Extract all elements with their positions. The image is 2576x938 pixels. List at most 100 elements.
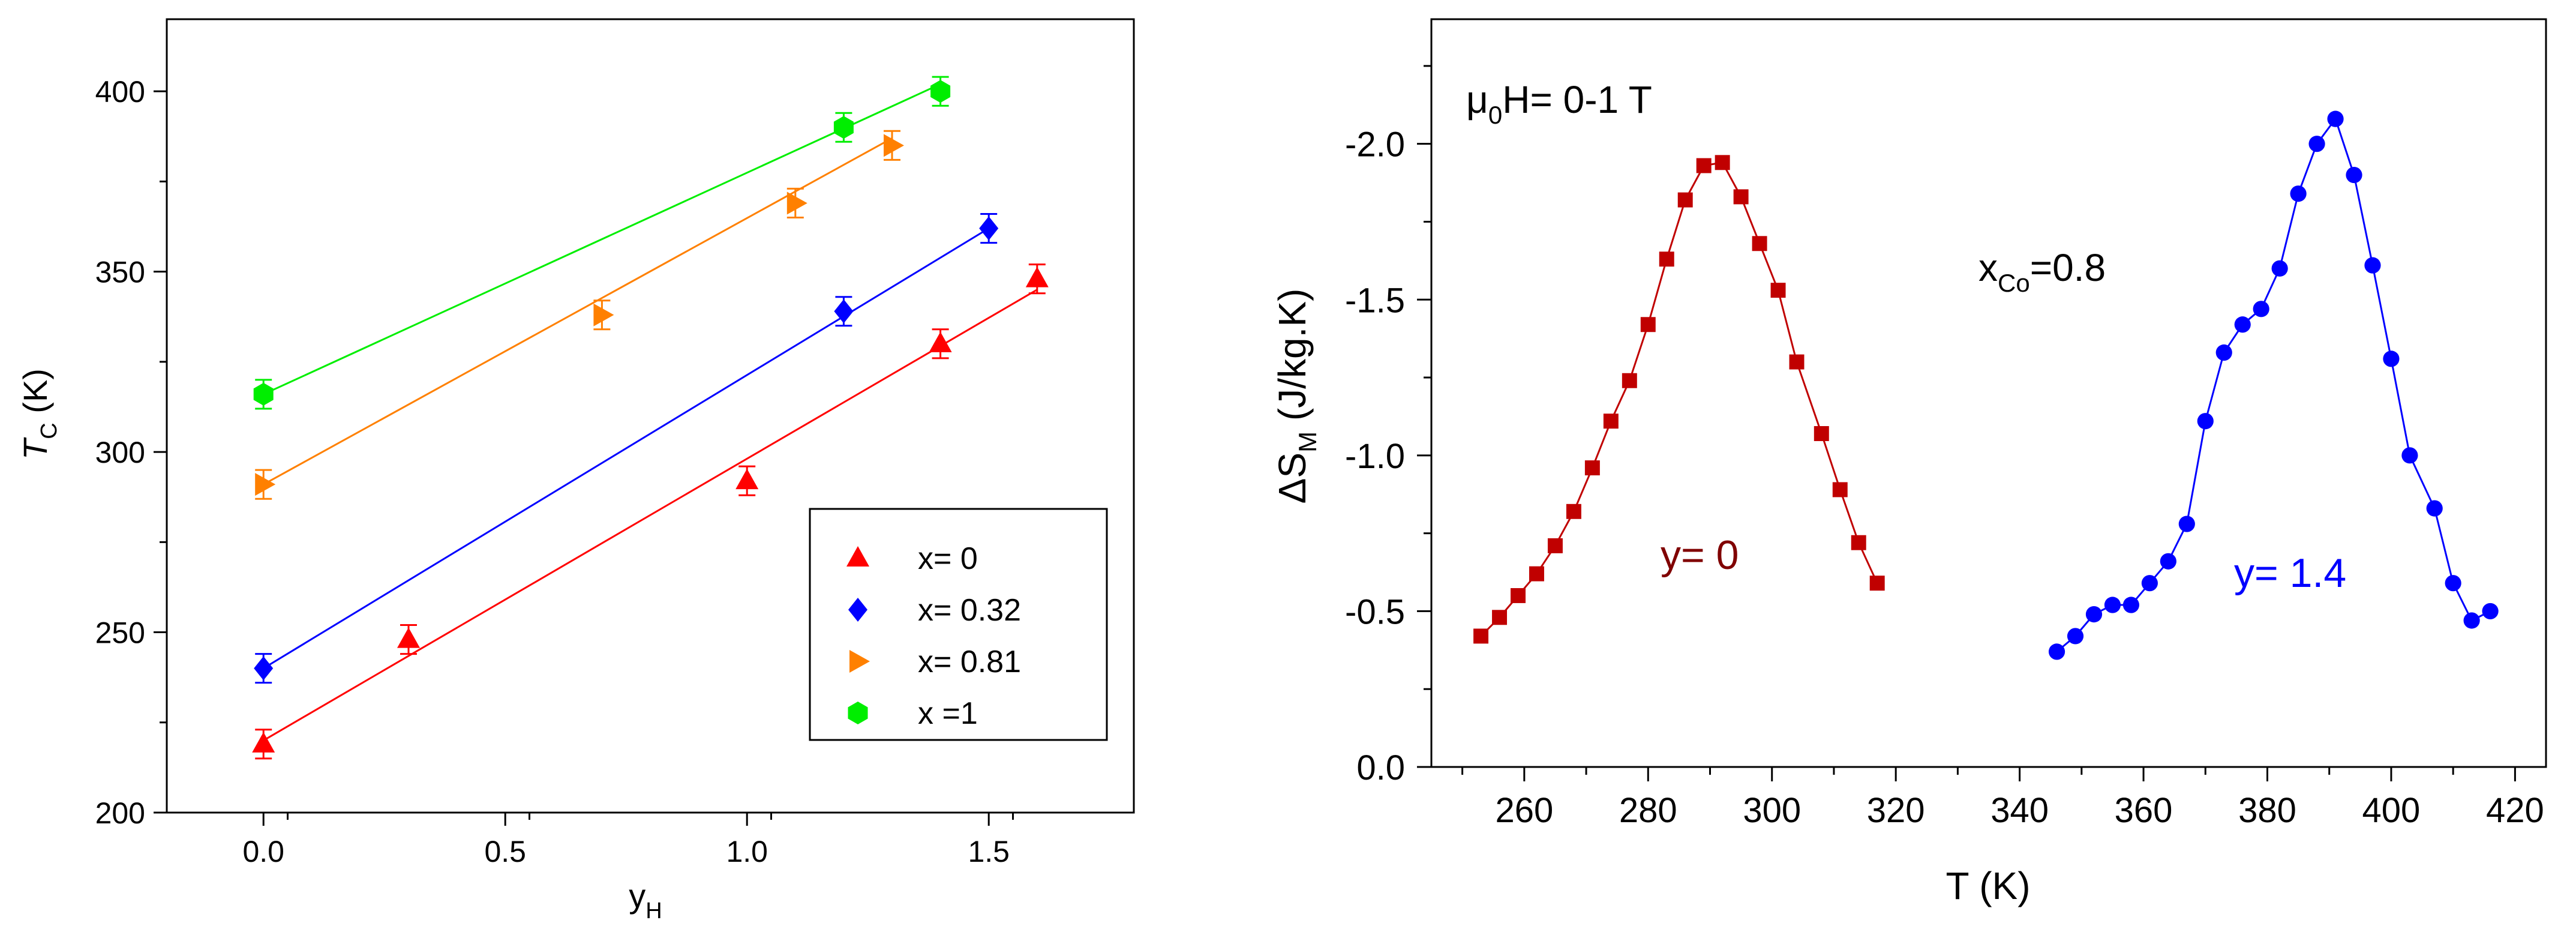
legend-marker-series-0 (846, 546, 869, 567)
data-point-series-1 (2253, 301, 2269, 317)
field-annotation-main: μ (1466, 78, 1488, 121)
data-point-series-0 (1832, 482, 1848, 498)
right-x-ticks: 260 280 300 320 340 360 380 400 420 (1461, 767, 2544, 830)
left-x-axis-label-main: y (629, 877, 645, 915)
data-point-series-1 (254, 656, 274, 681)
panel-right: 260 280 300 320 340 360 380 400 420 0.0 -0.5 -1.0 -… (1271, 18, 2547, 907)
right-y-axis-label-group: ΔSM (J/kg.K) (1271, 289, 1322, 504)
legend-label-series-2: x= 0.81 (918, 645, 1021, 679)
data-point-series-0 (1529, 566, 1544, 582)
right-y-axis-label-sub: M (1293, 431, 1322, 452)
data-point-series-0 (1869, 576, 1885, 591)
data-point-series-1 (2308, 136, 2325, 152)
data-point-series-1 (2482, 603, 2499, 620)
left-legend-box (809, 508, 1108, 741)
data-point-series-2 (884, 134, 904, 157)
data-point-series-0 (929, 331, 952, 352)
data-point-series-0 (1696, 158, 1712, 173)
legend-marker-series-1 (848, 598, 867, 622)
data-point-series-1 (2290, 185, 2307, 202)
data-point-series-1 (2426, 500, 2443, 517)
data-point-series-1 (2104, 597, 2121, 613)
composition-annotation-rest: =0.8 (2030, 246, 2106, 289)
data-point-series-1 (2234, 316, 2251, 333)
data-point-series-0 (1715, 155, 1730, 170)
data-point-series-1 (2463, 612, 2480, 629)
data-point-series-1 (2346, 166, 2362, 184)
data-point-series-1 (2215, 344, 2232, 361)
right-y-tick-label: -1.0 (1345, 437, 1405, 476)
right-data-points (1473, 110, 2499, 660)
left-x-axis-label-sub: H (645, 898, 662, 924)
left-legend-entries: x= 0 x= 0.32 x= 0.81 x =1 (846, 541, 1021, 731)
data-point-series-0 (252, 732, 275, 753)
data-point-series-0 (1566, 504, 1581, 519)
left-x-tick-label: 0.5 (484, 835, 526, 868)
data-point-series-3 (253, 382, 274, 406)
data-point-series-0 (1659, 251, 1674, 267)
right-x-tick-label: 400 (2362, 791, 2421, 830)
left-x-tick-label: 0.0 (242, 835, 284, 868)
left-x-tick-label: 1.0 (726, 835, 768, 868)
data-point-series-1 (2067, 628, 2084, 645)
left-y-tick-label: 200 (95, 796, 145, 830)
fit-line-series-0 (263, 289, 1038, 742)
right-x-tick-label: 420 (2486, 791, 2544, 830)
data-point-series-0 (1547, 538, 1563, 553)
data-point-series-1 (2122, 597, 2140, 613)
left-y-tick-label: 350 (95, 256, 145, 289)
legend-marker-series-3 (848, 702, 868, 724)
left-y-axis-label-main: T (16, 437, 54, 460)
data-point-series-0 (1770, 283, 1786, 298)
left-x-ticks: 0.0 0.5 1.0 1.5 (242, 813, 1014, 868)
data-point-series-0 (1473, 628, 1489, 644)
left-x-axis-label: yH (629, 877, 662, 924)
data-point-series-3 (930, 80, 951, 103)
data-point-series-0 (1814, 426, 1829, 441)
series-line-0 (1480, 161, 1878, 637)
field-annotation-rest: H= 0-1 T (1502, 78, 1652, 121)
left-y-tick-label: 250 (95, 616, 145, 650)
data-point-series-0 (1511, 588, 1526, 603)
left-data-points (252, 76, 1049, 760)
right-x-tick-label: 340 (1990, 791, 2049, 830)
right-x-axis-label: T (K) (1945, 864, 2030, 907)
field-annotation-sub: 0 (1488, 101, 1502, 129)
left-x-tick-label: 1.5 (968, 835, 1010, 868)
right-y-axis-label-unit: (J/kg.K) (1271, 289, 1314, 431)
data-point-series-1 (2048, 643, 2065, 660)
composition-annotation: xCo=0.8 (1978, 246, 2106, 297)
left-y-axis-label-sub: C (37, 422, 62, 439)
right-y-axis-label: ΔSM (J/kg.K) (1271, 289, 1322, 504)
left-y-tick-label: 400 (95, 75, 145, 109)
data-point-series-1 (2178, 516, 2195, 532)
right-plot-frame (1430, 18, 2547, 768)
data-point-series-1 (979, 216, 999, 241)
series-label-y0: y= 0 (1661, 532, 1739, 578)
data-point-series-0 (1584, 460, 1600, 476)
data-point-series-1 (2327, 110, 2344, 127)
right-x-tick-label: 320 (1867, 791, 1925, 830)
data-point-series-1 (2085, 606, 2103, 623)
legend-marker-series-2 (849, 650, 870, 673)
data-point-series-1 (2401, 447, 2418, 464)
data-point-series-0 (1640, 317, 1656, 332)
data-point-series-1 (834, 299, 854, 323)
data-point-series-1 (2364, 257, 2381, 274)
data-point-series-0 (735, 469, 759, 490)
data-point-series-0 (1733, 189, 1749, 205)
right-x-tick-label: 360 (2115, 791, 2173, 830)
right-x-tick-label: 280 (1619, 791, 1677, 830)
data-point-series-2 (593, 303, 614, 326)
data-point-series-1 (2141, 575, 2158, 592)
legend-label-series-0: x= 0 (918, 541, 978, 576)
field-annotation: μ0H= 0-1 T (1466, 78, 1652, 129)
composition-annotation-sub: Co (1998, 269, 2030, 297)
data-point-series-0 (1677, 192, 1693, 208)
series-label-y1.4: y= 1.4 (2234, 550, 2346, 596)
right-x-tick-label: 300 (1743, 791, 1801, 830)
fit-line-series-2 (263, 137, 893, 486)
data-point-series-1 (2197, 413, 2214, 430)
panel-left: 0.0 0.5 1.0 1.5 200 250 300 350 400 yH TC (K) x… (16, 18, 1135, 924)
